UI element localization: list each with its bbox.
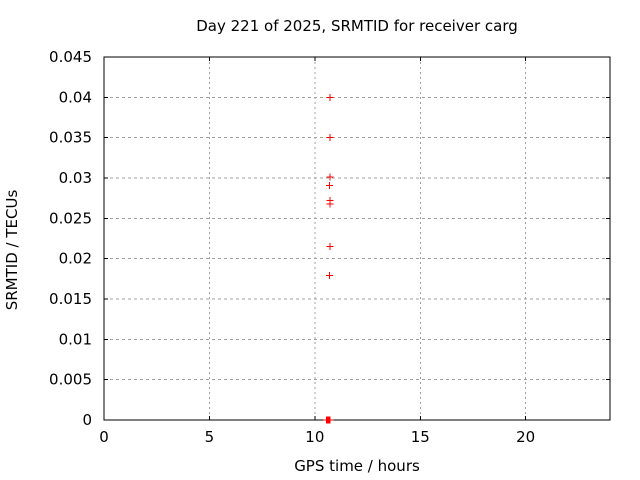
y-axis-label: SRMTID / TECUs <box>3 190 21 311</box>
data-point-marker <box>326 272 334 280</box>
data-point-marker <box>326 181 334 189</box>
y-tick-label: 0.03 <box>59 169 92 187</box>
y-tick-label: 0.035 <box>49 129 92 147</box>
axis-layer: 0 5 10 15 20 0 0.005 0.01 0.015 0.02 0.025 0.03 0.03… <box>49 48 611 446</box>
data-point-marker <box>326 93 334 101</box>
x-tick-label: 5 <box>205 428 215 446</box>
y-tick-label: 0.04 <box>59 88 92 106</box>
x-axis-label: GPS time / hours <box>294 457 420 475</box>
plot-border <box>103 56 611 421</box>
y-tick-label: 0.045 <box>49 48 92 66</box>
y-tick-label: 0.025 <box>49 209 92 227</box>
y-tick-label: 0 <box>82 411 92 429</box>
data-point-marker <box>326 416 334 424</box>
marker-layer <box>323 93 334 424</box>
chart-title: Day 221 of 2025, SRMTID for receiver car… <box>196 17 518 35</box>
data-point-marker <box>326 173 334 181</box>
x-tick-label: 15 <box>411 428 430 446</box>
y-tick-label: 0.01 <box>59 330 92 348</box>
x-tick-label: 0 <box>99 428 109 446</box>
x-tick-label: 20 <box>516 428 535 446</box>
y-tick-label: 0.02 <box>59 250 92 268</box>
data-point-marker <box>326 243 334 251</box>
data-point-marker <box>326 134 334 142</box>
y-tick-label: 0.015 <box>49 290 92 308</box>
data-point-marker <box>326 200 334 208</box>
grid-layer <box>104 57 610 420</box>
x-tick-label: 10 <box>305 428 324 446</box>
y-tick-label: 0.005 <box>49 371 92 389</box>
